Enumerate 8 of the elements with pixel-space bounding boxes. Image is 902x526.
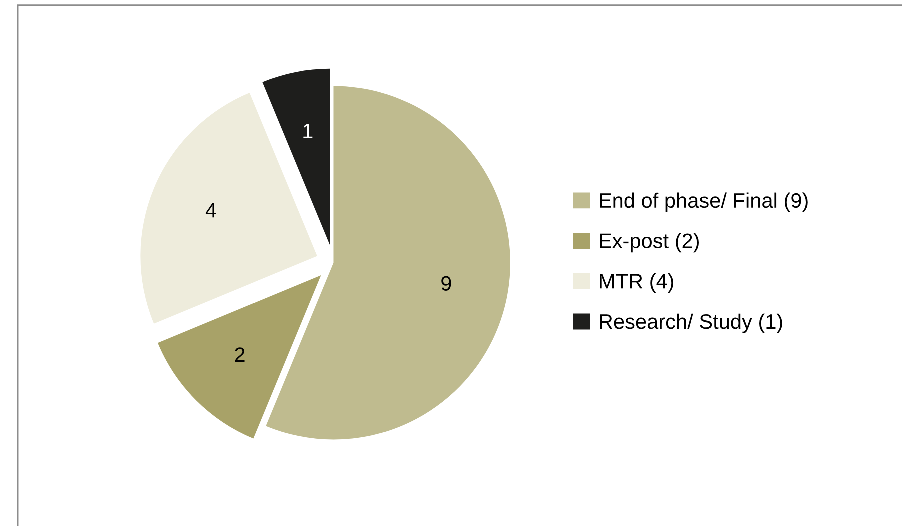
- legend-label: MTR (4): [600, 274, 674, 293]
- legend-label: Ex-post (2): [600, 233, 699, 253]
- legend-label: Research/ Study (1): [600, 314, 782, 334]
- legend-label: End of phase/ Final (9): [600, 192, 808, 212]
- data-label: 4: [206, 203, 216, 218]
- data-label: 1: [304, 124, 313, 138]
- data-label: 2: [235, 348, 245, 362]
- data-label: 9: [442, 276, 452, 292]
